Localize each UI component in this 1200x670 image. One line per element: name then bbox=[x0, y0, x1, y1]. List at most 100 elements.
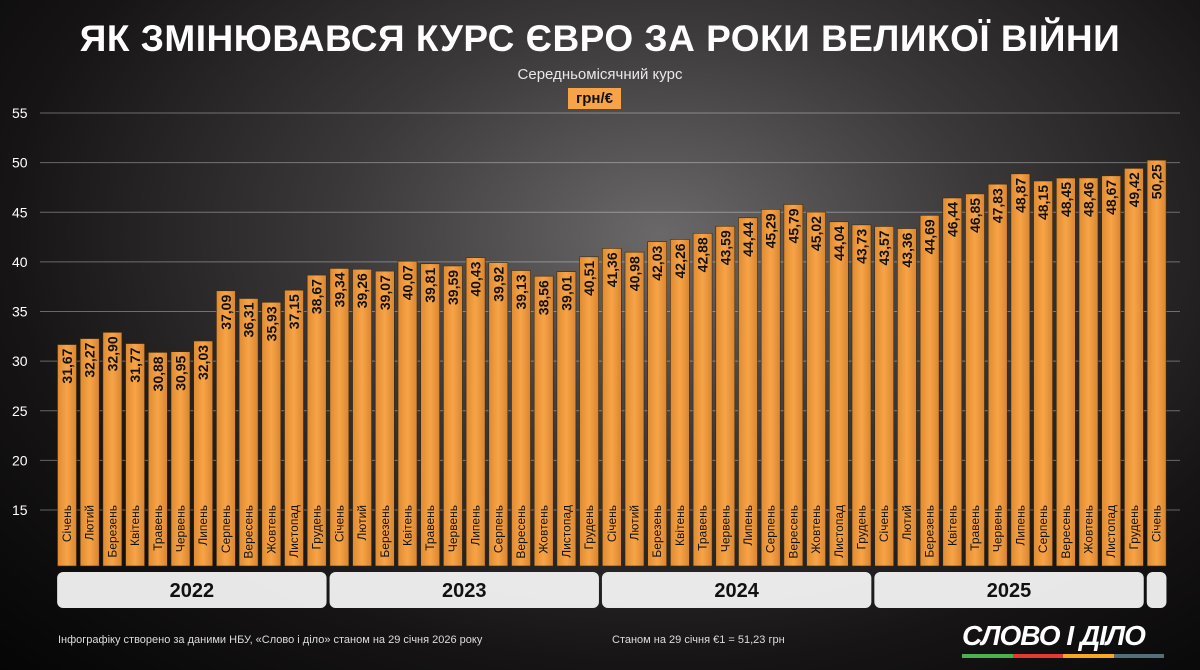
month-label: Серпень bbox=[491, 505, 505, 553]
bar bbox=[692, 232, 713, 567]
value-label: 40,98 bbox=[627, 256, 643, 291]
source-note: Інфографіку створено за даними НБУ, «Сло… bbox=[58, 634, 483, 646]
value-label: 48,15 bbox=[1035, 185, 1051, 220]
month-label: Грудень bbox=[582, 505, 596, 550]
month-label: Січень bbox=[877, 505, 891, 542]
month-label: Червень bbox=[446, 505, 460, 552]
month-label: Липень bbox=[1013, 505, 1027, 546]
month-label: Листопад bbox=[832, 505, 846, 558]
bar bbox=[601, 248, 622, 567]
value-label: 40,07 bbox=[400, 265, 416, 300]
month-label: Грудень bbox=[855, 505, 869, 550]
value-label: 32,03 bbox=[195, 345, 211, 380]
value-label: 39,59 bbox=[445, 270, 461, 305]
month-label: Грудень bbox=[310, 505, 324, 550]
value-label: 45,29 bbox=[763, 213, 779, 248]
bar bbox=[556, 271, 577, 567]
month-label: Березень bbox=[378, 505, 392, 558]
value-label: 47,83 bbox=[990, 188, 1006, 223]
bar bbox=[874, 226, 895, 567]
month-label: Травень bbox=[696, 505, 710, 551]
value-label: 39,34 bbox=[331, 272, 347, 307]
bar bbox=[306, 274, 327, 567]
value-label: 32,90 bbox=[104, 336, 120, 371]
value-label: 39,01 bbox=[558, 275, 574, 310]
bar bbox=[715, 225, 736, 567]
year-band bbox=[57, 572, 327, 608]
value-label: 48,87 bbox=[1012, 178, 1028, 213]
month-label: Травень bbox=[151, 505, 165, 551]
value-label: 30,95 bbox=[173, 355, 189, 390]
month-label: Вересень bbox=[514, 505, 528, 559]
value-label: 44,69 bbox=[922, 219, 938, 254]
bar bbox=[420, 263, 441, 567]
bar bbox=[624, 251, 645, 567]
bar bbox=[465, 257, 486, 567]
year-band bbox=[1146, 572, 1167, 608]
month-label: Вересень bbox=[1059, 505, 1073, 559]
value-label: 30,88 bbox=[150, 356, 166, 391]
bar bbox=[261, 301, 282, 567]
month-label: Лютий bbox=[900, 505, 914, 541]
logo-color-bar bbox=[962, 654, 1164, 658]
month-label: Жовтень bbox=[809, 505, 823, 554]
logo-text: СЛОВО І ДІЛО bbox=[962, 620, 1146, 651]
bar bbox=[828, 221, 849, 567]
month-label: Квітень bbox=[128, 505, 142, 546]
bar bbox=[806, 211, 826, 567]
bar bbox=[670, 239, 690, 567]
bar bbox=[170, 351, 191, 567]
value-label: 31,67 bbox=[59, 348, 75, 383]
bar bbox=[102, 332, 123, 567]
month-label: Червень bbox=[174, 505, 188, 552]
month-label: Вересень bbox=[242, 505, 256, 559]
bar bbox=[238, 298, 259, 567]
month-label: Березень bbox=[923, 505, 937, 558]
value-label: 46,44 bbox=[944, 202, 960, 237]
y-tick-label: 35 bbox=[12, 304, 28, 320]
value-label: 45,79 bbox=[785, 208, 801, 243]
bar bbox=[125, 343, 145, 567]
year-label: 2025 bbox=[987, 580, 1032, 602]
y-tick-label: 25 bbox=[12, 403, 28, 419]
bar bbox=[533, 275, 554, 567]
value-label: 43,73 bbox=[854, 229, 870, 264]
value-label: 49,42 bbox=[1126, 172, 1142, 207]
value-label: 39,13 bbox=[513, 274, 529, 309]
value-label: 39,92 bbox=[490, 266, 506, 301]
value-label: 44,04 bbox=[831, 226, 847, 261]
chart-subtitle: Середньомісячний курс bbox=[517, 66, 683, 83]
month-label: Травень bbox=[423, 505, 437, 551]
bar bbox=[851, 224, 872, 567]
month-label: Грудень bbox=[1127, 505, 1141, 550]
bar bbox=[987, 183, 1008, 567]
year-label: 2023 bbox=[442, 580, 487, 602]
month-label: Січень bbox=[60, 505, 74, 542]
month-label: Лютий bbox=[83, 505, 97, 541]
value-label: 37,15 bbox=[286, 294, 302, 329]
value-label: 36,31 bbox=[241, 302, 257, 337]
month-label: Лютий bbox=[355, 505, 369, 541]
bar bbox=[397, 260, 418, 567]
month-label: Січень bbox=[332, 505, 346, 542]
bar bbox=[148, 352, 168, 567]
value-label: 38,56 bbox=[536, 280, 552, 315]
value-label: 38,67 bbox=[309, 279, 325, 314]
month-label: Квітень bbox=[401, 505, 415, 546]
month-label: Листопад bbox=[559, 505, 573, 558]
bar bbox=[443, 265, 463, 567]
value-label: 41,36 bbox=[604, 252, 620, 287]
y-tick-label: 45 bbox=[12, 204, 28, 220]
value-label: 42,26 bbox=[672, 243, 688, 278]
year-band bbox=[601, 572, 872, 608]
month-label: Жовтень bbox=[1082, 505, 1096, 554]
month-label: Серпень bbox=[764, 505, 778, 553]
value-label: 40,43 bbox=[468, 261, 484, 296]
year-label: 2024 bbox=[714, 580, 759, 602]
y-tick-label: 40 bbox=[12, 254, 28, 270]
y-tick-label: 50 bbox=[12, 155, 28, 171]
month-label: Вересень bbox=[786, 505, 800, 559]
value-label: 31,77 bbox=[127, 347, 143, 382]
year-band bbox=[329, 572, 599, 608]
